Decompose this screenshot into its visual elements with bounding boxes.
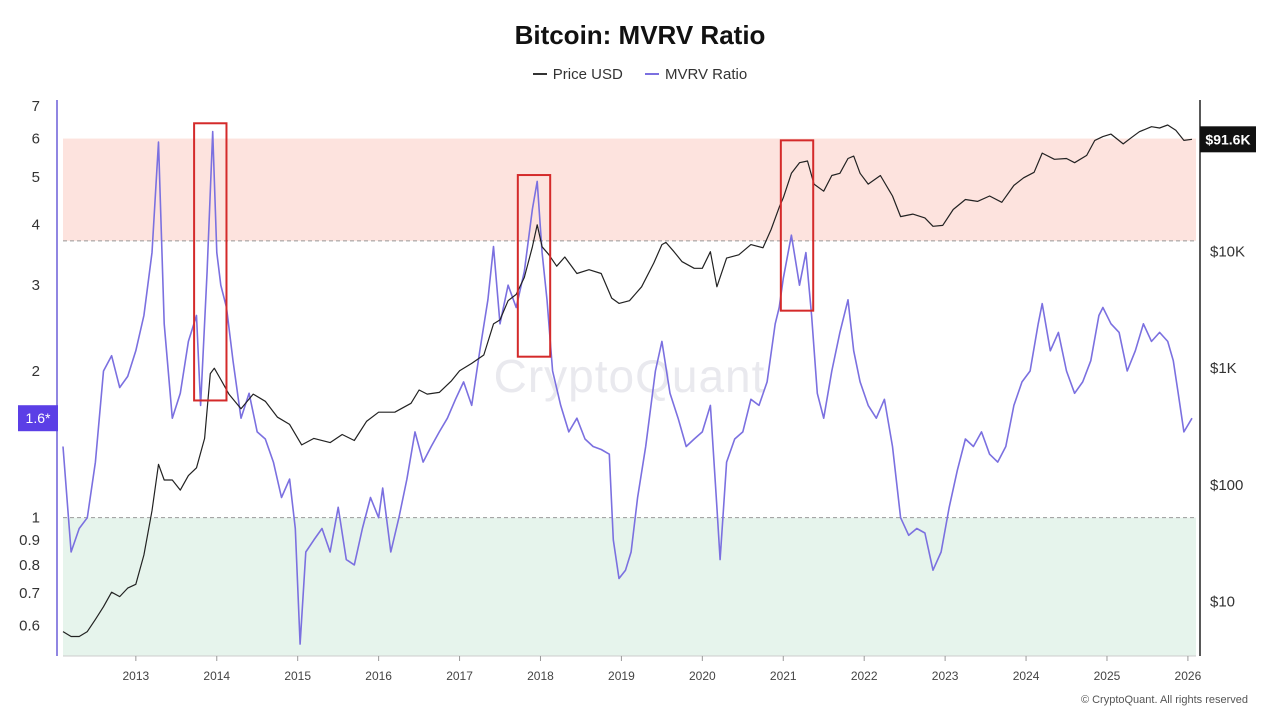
- legend-swatch-mvrv: [644, 73, 659, 75]
- watermark: CryptoQuant: [494, 350, 766, 402]
- x-tick-label-10: 2023: [932, 669, 959, 683]
- right-tick-label-3: $10: [1210, 593, 1235, 610]
- left-tick-label-10: 0.6: [19, 618, 40, 635]
- copyright-notice: © CryptoQuant. All rights reserved: [1080, 694, 1248, 706]
- x-tick-label-6: 2019: [608, 669, 635, 683]
- legend-label-mvrv: MVRV Ratio: [664, 65, 748, 83]
- x-tick-label-3: 2016: [365, 669, 392, 683]
- highlight-box-0: [193, 122, 228, 402]
- left-tick-label-3: 4: [32, 216, 40, 233]
- x-tick-label-5: 2018: [527, 669, 554, 683]
- x-tick-label-0: 2013: [122, 669, 149, 683]
- left-tick-label-9: 0.7: [19, 585, 40, 602]
- x-tick-label-8: 2021: [770, 669, 797, 683]
- highlight-box-1: [516, 174, 552, 358]
- right-tick-label-2: $100: [1210, 477, 1243, 494]
- price-current-badge: [1200, 126, 1256, 153]
- chart-title: Bitcoin: MVRV Ratio: [514, 20, 766, 50]
- x-tick-label-7: 2020: [689, 669, 716, 683]
- price-usd-line: [62, 124, 1193, 638]
- mvrv-current-label: 1.6*: [26, 410, 51, 426]
- left-tick-label-1: 6: [32, 131, 40, 148]
- right-tick-label-1: $1K: [1210, 360, 1237, 377]
- x-tick-label-12: 2025: [1094, 669, 1121, 683]
- x-tick-label-13: 2026: [1175, 669, 1202, 683]
- x-tick-label-9: 2022: [851, 669, 878, 683]
- x-tick-label-4: 2017: [446, 669, 473, 683]
- right-tick-label-0: $10K: [1210, 244, 1245, 261]
- overvalued-zone: [63, 138, 1196, 241]
- x-tick-label-2: 2015: [284, 669, 311, 683]
- legend-swatch-price: [532, 73, 547, 75]
- left-tick-label-0: 7: [32, 98, 40, 115]
- legend-item-price[interactable]: Price USD: [532, 65, 623, 83]
- legend-label-price: Price USD: [552, 65, 623, 83]
- undervalued-zone: [63, 517, 1196, 656]
- chart-legend: Price USD MVRV Ratio: [0, 62, 1280, 83]
- left-tick-label-8: 0.8: [19, 557, 40, 574]
- left-tick-label-4: 3: [32, 277, 40, 294]
- left-tick-label-6: 1: [32, 510, 40, 527]
- legend-item-mvrv[interactable]: MVRV Ratio: [644, 65, 748, 83]
- left-tick-label-7: 0.9: [19, 532, 40, 549]
- mvrv-ratio-line: [62, 130, 1193, 645]
- mvrv-current-badge: [18, 405, 58, 432]
- x-tick-label-11: 2024: [1013, 669, 1040, 683]
- price-current-label: $91.6K: [1205, 131, 1250, 147]
- left-tick-label-2: 5: [32, 169, 40, 186]
- highlight-box-2: [779, 139, 815, 312]
- x-tick-label-1: 2014: [203, 669, 230, 683]
- left-tick-label-5: 2: [32, 363, 40, 380]
